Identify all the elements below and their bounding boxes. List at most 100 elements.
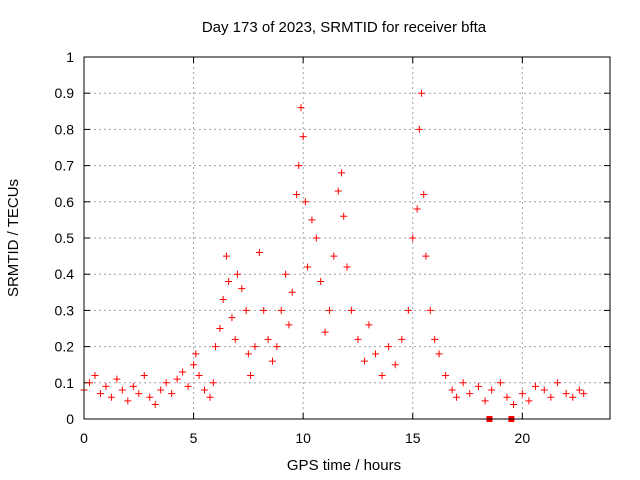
data-point xyxy=(85,379,93,387)
data-point xyxy=(466,390,474,398)
data-point xyxy=(580,390,588,398)
y-tick-label: 0.5 xyxy=(55,230,75,246)
data-point xyxy=(288,288,296,296)
data-point xyxy=(190,361,198,369)
y-tick-label: 0.8 xyxy=(55,121,75,137)
y-tick-label: 0 xyxy=(66,411,74,427)
data-point xyxy=(251,343,259,351)
x-tick-label: 10 xyxy=(295,430,311,446)
data-point xyxy=(334,187,342,195)
data-point xyxy=(431,335,439,343)
data-point xyxy=(459,379,467,387)
x-tick-label: 0 xyxy=(80,430,88,446)
data-point xyxy=(157,386,165,394)
data-point xyxy=(242,306,250,314)
data-point xyxy=(201,386,209,394)
x-tick-label: 20 xyxy=(515,430,531,446)
data-point xyxy=(422,252,430,260)
y-tick-label: 0.1 xyxy=(55,375,75,391)
data-point xyxy=(553,379,561,387)
y-tick-label: 0.2 xyxy=(55,339,75,355)
data-point xyxy=(146,393,154,401)
data-point xyxy=(475,382,482,390)
plot-frame xyxy=(83,56,611,420)
y-tick-label: 1 xyxy=(66,49,74,65)
data-point xyxy=(297,104,305,112)
data-point xyxy=(299,133,307,141)
data-point xyxy=(206,393,214,401)
y-tick-label: 0.4 xyxy=(55,266,75,282)
data-point xyxy=(365,321,373,329)
data-point xyxy=(179,368,187,376)
data-point xyxy=(282,270,290,278)
y-tick-label: 0.6 xyxy=(55,194,75,210)
data-point xyxy=(219,296,227,304)
data-point xyxy=(168,390,176,398)
data-point xyxy=(330,252,338,260)
data-point xyxy=(231,335,239,343)
data-point xyxy=(435,350,443,358)
data-point xyxy=(404,306,412,314)
data-point xyxy=(308,216,316,224)
data-point xyxy=(222,252,230,260)
data-point xyxy=(420,191,428,199)
data-point xyxy=(225,277,233,285)
data-point xyxy=(301,198,309,206)
data-point xyxy=(418,89,426,97)
data-point xyxy=(107,393,115,401)
x-tick-label: 5 xyxy=(190,430,198,446)
data-point xyxy=(340,212,348,220)
data-point xyxy=(321,328,329,336)
data-point xyxy=(216,325,224,332)
data-point xyxy=(295,162,303,170)
data-point xyxy=(361,357,369,365)
data-point xyxy=(247,372,255,380)
x-axis-label: GPS time / hours xyxy=(287,457,401,474)
data-point xyxy=(413,205,421,213)
data-point xyxy=(354,335,362,343)
y-axis-label: SRMTID / TECUs xyxy=(5,179,22,297)
data-point xyxy=(415,125,423,133)
data-point xyxy=(304,263,312,271)
y-tick-label: 0.7 xyxy=(55,158,75,174)
data-point xyxy=(293,191,301,199)
data-point xyxy=(244,350,252,358)
data-point xyxy=(91,372,99,380)
data-point xyxy=(569,393,577,401)
data-point xyxy=(129,382,137,390)
data-point xyxy=(391,361,399,369)
data-point xyxy=(102,382,110,390)
data-point xyxy=(273,343,281,351)
data-point xyxy=(371,350,379,358)
data-point xyxy=(228,314,236,322)
data-point xyxy=(378,372,386,380)
data-point xyxy=(162,379,170,387)
data-point xyxy=(531,382,539,390)
data-point xyxy=(518,390,526,398)
data-point xyxy=(575,386,583,394)
data-point xyxy=(426,306,434,314)
data-point xyxy=(562,390,570,398)
data-point xyxy=(173,375,181,383)
data-point xyxy=(135,390,143,398)
data-point xyxy=(264,335,272,343)
data-point xyxy=(547,393,555,401)
data-point xyxy=(124,397,132,405)
data-point xyxy=(268,357,276,365)
data-point xyxy=(453,393,461,401)
data-point xyxy=(503,393,511,401)
chart-title: Day 173 of 2023, SRMTID for receiver bft… xyxy=(202,19,487,36)
data-point xyxy=(195,372,203,380)
data-point xyxy=(96,390,104,398)
data-point xyxy=(481,397,489,405)
data-point xyxy=(488,386,496,394)
data-point xyxy=(192,350,200,358)
data-point xyxy=(238,285,246,293)
y-tick-label: 0.9 xyxy=(55,85,75,101)
data-point xyxy=(510,401,518,409)
data-point xyxy=(151,401,159,409)
data-points xyxy=(80,89,588,422)
data-point xyxy=(312,234,320,242)
y-tick-label: 0.3 xyxy=(55,302,75,318)
